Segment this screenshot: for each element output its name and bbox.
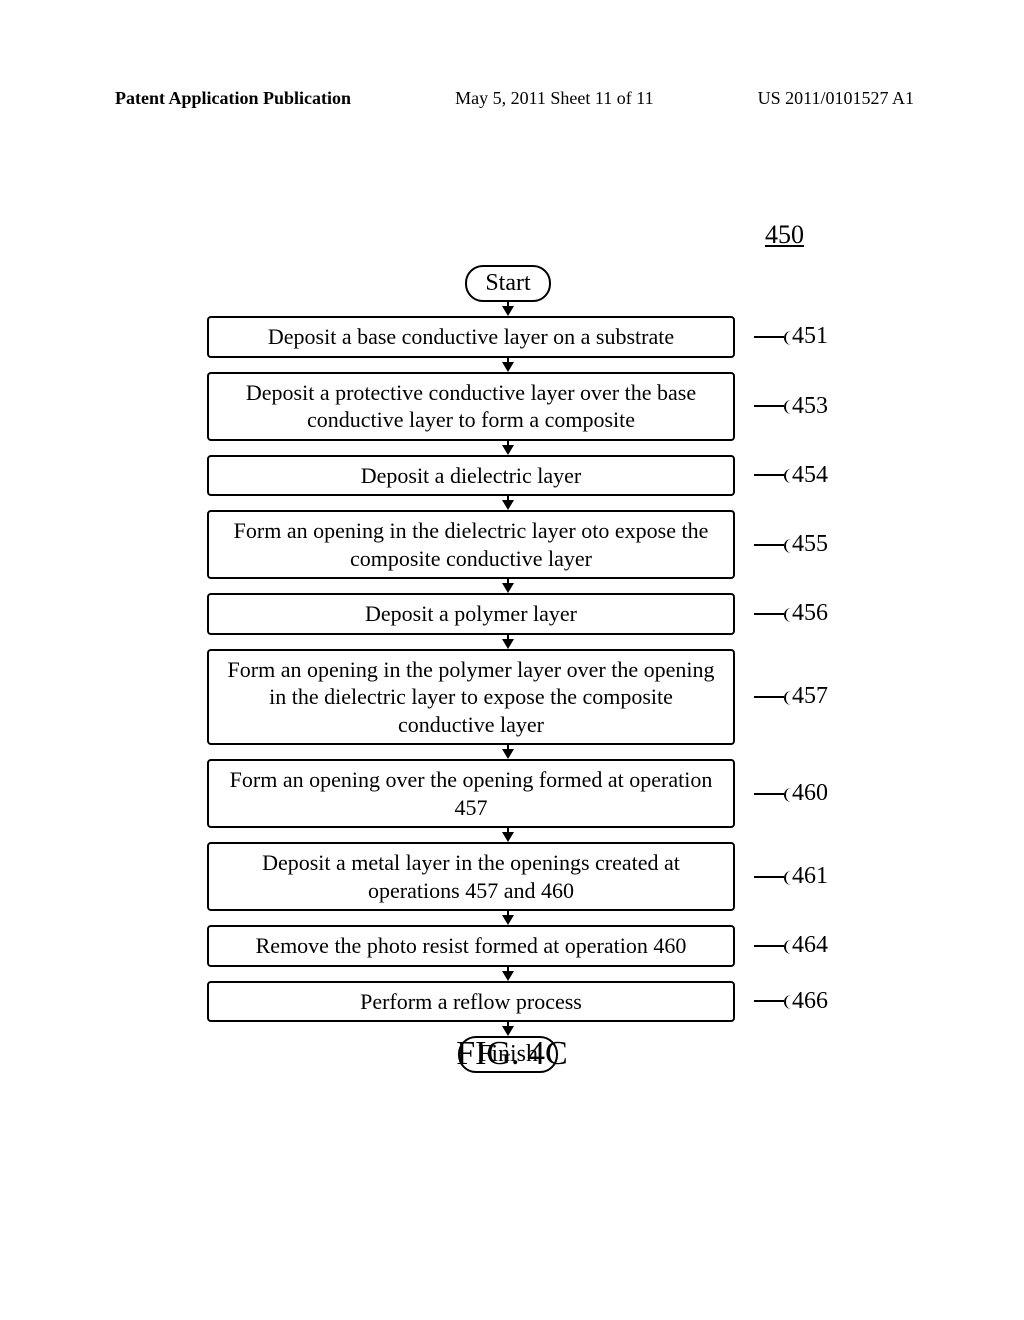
process-box: Deposit a metal layer in the openings cr… xyxy=(207,842,735,911)
arrow-icon xyxy=(501,1022,515,1036)
process-box: Deposit a protective conductive layer ov… xyxy=(207,372,735,441)
flowchart-step: Deposit a polymer layer 456 xyxy=(188,593,828,635)
page-header: Patent Application Publication May 5, 20… xyxy=(0,88,1024,109)
arrow-icon xyxy=(501,745,515,759)
arrow-icon xyxy=(501,967,515,981)
arrow-icon xyxy=(501,496,515,510)
arrow-icon xyxy=(501,358,515,372)
process-box: Form an opening in the dielectric layer … xyxy=(207,510,735,579)
connector-line xyxy=(754,544,784,546)
flowchart-step: Remove the photo resist formed at operat… xyxy=(188,925,828,967)
process-box: Deposit a polymer layer xyxy=(207,593,735,635)
connector-line xyxy=(754,876,784,878)
flowchart-step: Form an opening over the opening formed … xyxy=(188,759,828,828)
figure-number: 450 xyxy=(765,220,804,250)
header-patent-number: US 2011/0101527 A1 xyxy=(758,88,914,109)
flowchart-step: Perform a reflow process 466 xyxy=(188,981,828,1023)
flowchart-step: Deposit a base conductive layer on a sub… xyxy=(188,316,828,358)
connector-line xyxy=(754,474,784,476)
flowchart-step: Deposit a metal layer in the openings cr… xyxy=(188,842,828,911)
arrow-icon xyxy=(501,911,515,925)
arrow-icon xyxy=(501,302,515,316)
connector-line xyxy=(754,613,784,615)
connector-line xyxy=(754,696,784,698)
process-box: Deposit a dielectric layer xyxy=(207,455,735,497)
header-sheet: May 5, 2011 Sheet 11 of 11 xyxy=(455,88,653,109)
arrow-icon xyxy=(501,828,515,842)
connector-line xyxy=(754,1000,784,1002)
figure-caption: FIG. 4C xyxy=(0,1035,1024,1073)
process-box: Remove the photo resist formed at operat… xyxy=(207,925,735,967)
start-terminal: Start xyxy=(465,265,550,302)
connector-line xyxy=(754,336,784,338)
process-box: Form an opening in the polymer layer ove… xyxy=(207,649,735,746)
process-box: Deposit a base conductive layer on a sub… xyxy=(207,316,735,358)
flowchart-step: Deposit a dielectric layer 454 xyxy=(188,455,828,497)
arrow-icon xyxy=(501,441,515,455)
flowchart: Start Deposit a base conductive layer on… xyxy=(188,265,828,1073)
flowchart-step: Form an opening in the dielectric layer … xyxy=(188,510,828,579)
flowchart-step: Form an opening in the polymer layer ove… xyxy=(188,649,828,746)
header-publication: Patent Application Publication xyxy=(115,88,351,109)
connector-line xyxy=(754,405,784,407)
connector-line xyxy=(754,793,784,795)
arrow-icon xyxy=(501,635,515,649)
process-box: Perform a reflow process xyxy=(207,981,735,1023)
flowchart-step: Deposit a protective conductive layer ov… xyxy=(188,372,828,441)
arrow-icon xyxy=(501,579,515,593)
process-box: Form an opening over the opening formed … xyxy=(207,759,735,828)
connector-line xyxy=(754,945,784,947)
